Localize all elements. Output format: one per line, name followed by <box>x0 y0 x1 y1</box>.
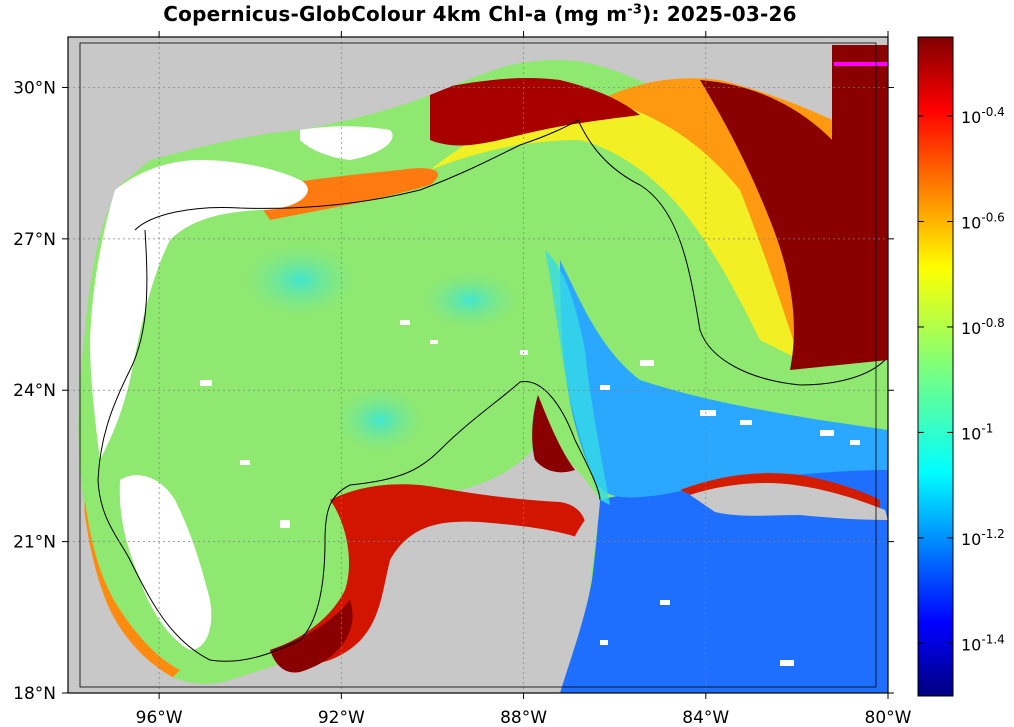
map-plot-area <box>68 37 888 693</box>
colorbar-tick-label: 10-0.4 <box>961 105 1005 127</box>
nodata-north-coast <box>300 126 393 160</box>
colorbar-tick-label: 10-1.4 <box>961 632 1005 654</box>
yucatan-tongue-red <box>532 395 575 473</box>
eddy-west <box>230 235 370 325</box>
loop-current-blue <box>560 260 888 498</box>
map-title: Copernicus-GlobColour 4km Chl-a (mg m-3)… <box>163 2 797 26</box>
eddy-north <box>410 265 530 335</box>
colorbar-tick-label: 10-0.6 <box>961 211 1005 233</box>
colorbar-tick-label: 10-0.8 <box>961 316 1005 338</box>
lat-tick-label: 27°N <box>13 230 56 250</box>
north-shelf-yellow <box>430 100 800 360</box>
lat-tick-label: 24°N <box>13 381 56 401</box>
nodata-northwest <box>90 160 308 460</box>
mississippi-plume <box>430 78 640 146</box>
colorbar-ticks: 10-0.4 10-0.6 10-0.8 10-1 10-1.2 10-1.4 <box>918 105 1005 654</box>
lon-tick-label: 80°W <box>865 708 912 727</box>
campeche-coast-dark <box>270 600 353 673</box>
nodata-west-mexico <box>119 475 212 650</box>
lon-tick-label: 92°W <box>318 708 365 727</box>
colorbar <box>917 36 954 697</box>
louisiana-shelf-orange <box>250 168 439 220</box>
eddy-central <box>325 380 435 460</box>
land-yucatan <box>440 500 600 693</box>
map-inner-frame <box>79 42 877 688</box>
cyan-band <box>545 250 610 505</box>
map-axis-ticks: 96°W 92°W 88°W 84°W 80°W 18°N 21°N 24°N 27°N 30°N <box>13 31 912 727</box>
land-mexico-west <box>68 300 200 693</box>
lon-tick-label: 84°W <box>682 708 729 727</box>
map-frame <box>67 36 889 694</box>
lon-tick-label: 88°W <box>500 708 547 727</box>
land-north-us <box>68 37 888 300</box>
colorbar-tick-label: 10-1.2 <box>961 527 1005 549</box>
nodata-scattered-specks <box>200 320 860 666</box>
graticule <box>68 37 888 693</box>
lat-tick-label: 30°N <box>13 78 56 98</box>
depth-contour-line <box>97 119 886 662</box>
lon-tick-label: 96°W <box>136 708 183 727</box>
colorbar-tick-label: 10-1 <box>961 421 993 443</box>
land-cuba <box>690 483 888 520</box>
lat-tick-label: 18°N <box>13 684 56 704</box>
florida-atlantic-red <box>832 45 888 245</box>
lat-tick-label: 21°N <box>13 533 56 553</box>
